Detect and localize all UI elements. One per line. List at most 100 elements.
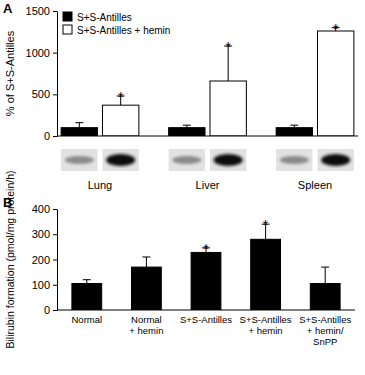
x-tick-label: Lung <box>88 179 112 191</box>
x-tick-label: Normal+ hemin <box>129 314 163 336</box>
annotation: * <box>333 21 339 37</box>
figure: A050010001500% of S+S-AntillesS+S-Antill… <box>0 0 365 375</box>
legend-swatch <box>63 12 72 21</box>
error-bar <box>142 257 150 267</box>
tick-mark <box>53 136 57 137</box>
x-tick-label-line: S+S-Antilles <box>180 314 232 325</box>
bar <box>169 128 205 136</box>
x-tick-label: S+S-Antilles+ hemin/SnPP <box>299 314 351 347</box>
tick-label: 500 <box>32 88 50 100</box>
tick-label: 300 <box>32 228 50 240</box>
chart-root: A050010001500% of S+S-AntillesS+S-Antill… <box>0 0 365 375</box>
plot-area <box>72 224 340 310</box>
tick: 0 <box>44 130 57 142</box>
y-axis-title: Bilirubin formation (pmol/mg protein/h) <box>4 171 16 349</box>
tick: 200 <box>32 254 57 266</box>
plot-area <box>61 28 354 136</box>
tick-mark <box>53 234 57 235</box>
error-bar <box>290 125 298 128</box>
error-cap <box>142 256 150 257</box>
x-tick-label: S+S-Antilles <box>180 314 232 325</box>
annotation: * <box>263 217 269 233</box>
error-cap <box>183 125 191 126</box>
x-tick-label-line: + hemin/ <box>307 325 344 336</box>
blot-background <box>61 149 97 171</box>
tick: 1000 <box>26 47 57 59</box>
legend-item: S+S-Antilles + hemin <box>63 25 170 36</box>
bar <box>102 105 138 136</box>
bar <box>251 239 281 310</box>
error-whisker <box>86 280 87 284</box>
annotation: * <box>225 39 231 55</box>
x-axis-line <box>57 310 355 311</box>
x-tick-label-line: S+S-Antilles <box>299 314 351 325</box>
tick-mark <box>53 310 57 311</box>
tick-label: 1500 <box>26 5 50 17</box>
tick-mark <box>53 94 57 95</box>
blot-background <box>169 149 205 171</box>
error-whisker <box>79 123 80 128</box>
tick-mark <box>53 53 57 54</box>
tick: 100 <box>32 279 57 291</box>
error-whisker <box>146 257 147 267</box>
legend-label: S+S-Antilles + hemin <box>77 25 170 36</box>
panel-label: A <box>3 1 13 16</box>
blot-band <box>214 154 243 166</box>
tick-label: 200 <box>32 254 50 266</box>
error-whisker <box>325 267 326 283</box>
tick: 400 <box>32 203 57 215</box>
bar <box>210 81 246 136</box>
x-tick-label: Spleen <box>298 179 332 191</box>
panel-b: B0100200300400Bilirubin formation (pmol/… <box>3 171 355 349</box>
y-axis: 0100200300400 <box>32 203 58 316</box>
y-axis: 0 500 1000 1500 <box>26 5 58 142</box>
x-tick-label-line: S+S-Antilles <box>240 314 292 325</box>
tick: 300 <box>32 228 57 240</box>
bar <box>191 252 221 310</box>
x-tick-label: Liver <box>196 179 220 191</box>
x-tick-label: S+S-Antilles+ hemin <box>240 314 292 336</box>
x-tick-label-line: + hemin <box>249 325 283 336</box>
tick-mark <box>53 209 57 210</box>
error-cap <box>290 125 298 126</box>
x-tick-label-line: Normal <box>131 314 162 325</box>
bar <box>276 128 312 136</box>
annotation: * <box>203 241 209 257</box>
annotation: * <box>118 89 124 105</box>
x-tick-label-line: + hemin <box>129 325 163 336</box>
blot-band <box>321 154 350 166</box>
tick-mark <box>53 11 57 12</box>
error-cap <box>83 279 91 280</box>
legend-item: S+S-Antilles <box>63 12 132 23</box>
error-cap <box>75 122 83 123</box>
blot-background <box>102 149 138 171</box>
legend-swatch <box>63 25 72 34</box>
blot-band <box>172 156 201 164</box>
tick-label: 1000 <box>26 47 50 59</box>
axis-line <box>57 12 58 137</box>
tick: 500 <box>32 88 57 100</box>
error-cap <box>321 267 329 268</box>
tick-label: 400 <box>32 203 50 215</box>
blot-band <box>280 156 309 164</box>
blot-band <box>106 154 135 166</box>
panel-a: A050010001500% of S+S-AntillesS+S-Antill… <box>3 1 358 191</box>
tick-mark <box>53 260 57 261</box>
bar <box>72 283 102 310</box>
tick-label: 100 <box>32 279 50 291</box>
bar <box>132 267 162 310</box>
x-tick-label-line: SnPP <box>313 336 337 347</box>
x-axis-line <box>57 136 358 137</box>
blot-band <box>65 156 94 164</box>
blot-background <box>317 149 353 171</box>
error-bar <box>83 280 91 284</box>
bar <box>317 31 353 136</box>
blot-background <box>276 149 312 171</box>
legend-label: S+S-Antilles <box>77 12 132 23</box>
tick: 1500 <box>26 5 57 17</box>
tick-label: 0 <box>44 130 50 142</box>
bar <box>61 128 97 136</box>
tick-mark <box>53 285 57 286</box>
axis-line <box>57 210 58 311</box>
x-tick-label: Normal <box>71 314 102 325</box>
